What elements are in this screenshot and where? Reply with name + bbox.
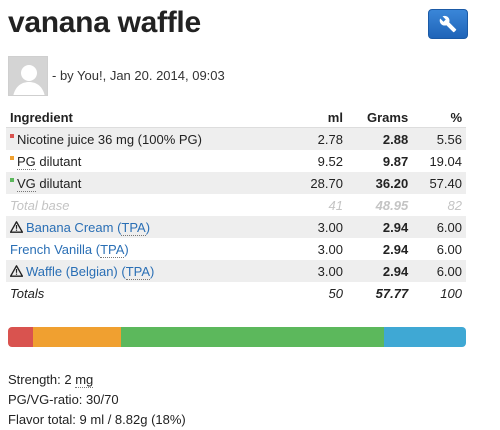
color-marker bbox=[10, 134, 14, 139]
header-ml: ml bbox=[291, 107, 347, 128]
grams-cell: 36.20 bbox=[346, 172, 413, 194]
bar-segment-pg bbox=[33, 327, 121, 347]
ml-cell: 3.00 bbox=[317, 241, 343, 257]
abbreviation: VG bbox=[17, 175, 36, 192]
color-marker bbox=[10, 178, 14, 183]
bar-segment-vg bbox=[120, 327, 384, 347]
percent-cell: 6.00 bbox=[412, 216, 466, 238]
percent-cell: 6.00 bbox=[412, 260, 466, 282]
bar-segment-nicotine bbox=[8, 327, 34, 347]
table-row: VG dilutant 28.70 36.20 57.40 bbox=[6, 172, 466, 194]
color-marker bbox=[10, 156, 14, 161]
flavor-total: Flavor total: 9 ml / 8.82g (18%) bbox=[8, 412, 186, 427]
total-base-label: Total base bbox=[10, 197, 70, 213]
ingredient-name: VG dilutant bbox=[6, 172, 292, 194]
header-ingredient: Ingredient bbox=[6, 107, 292, 128]
percent-cell: 100 bbox=[440, 285, 462, 301]
ml-cell: 3.00 bbox=[291, 260, 347, 282]
ml-cell: 9.52 bbox=[317, 153, 343, 169]
strength-line: Strength: 2 mg bbox=[8, 372, 94, 388]
ml-cell: 3.00 bbox=[291, 216, 347, 238]
percent-cell: 57.40 bbox=[412, 172, 466, 194]
header-grams: Grams bbox=[346, 107, 413, 128]
user-silhouette-icon bbox=[9, 57, 47, 95]
author-byline: - by You!, Jan 20. 2014, 09:03 bbox=[52, 68, 225, 83]
supplier-abbr[interactable]: TPA bbox=[121, 219, 146, 236]
recipe-stats: Strength: 2 mg PG/VG-ratio: 30/70 Flavor… bbox=[8, 370, 186, 430]
composition-bar bbox=[8, 327, 466, 347]
settings-button[interactable] bbox=[428, 9, 468, 39]
flavor-name: Waffle (Belgian) (TPA) bbox=[6, 260, 292, 282]
warning-icon bbox=[10, 265, 23, 277]
grams-cell: 57.77 bbox=[375, 285, 409, 301]
strength-unit: mg bbox=[75, 372, 94, 388]
totals-label: Totals bbox=[10, 285, 45, 301]
table-row: Nicotine juice 36 mg (100% PG) 2.78 2.88… bbox=[6, 127, 466, 150]
flavor-name: French Vanilla (TPA) bbox=[10, 241, 129, 258]
pg-vg-ratio: PG/VG-ratio: 30/70 bbox=[8, 392, 119, 407]
flavor-link[interactable]: Banana Cream bbox=[26, 219, 114, 235]
flavor-name: Banana Cream (TPA) bbox=[6, 216, 292, 238]
ml-cell: 50 bbox=[328, 285, 343, 301]
percent-cell: 19.04 bbox=[429, 153, 462, 169]
grams-cell: 2.94 bbox=[346, 216, 413, 238]
ml-cell: 41 bbox=[328, 197, 343, 213]
bar-segment-flavor bbox=[383, 327, 466, 347]
table-row: PG dilutant 9.52 9.87 19.04 bbox=[6, 150, 466, 172]
table-row: French Vanilla (TPA) 3.00 2.94 6.00 bbox=[6, 238, 466, 260]
percent-cell: 5.56 bbox=[412, 127, 466, 150]
percent-cell: 82 bbox=[447, 197, 462, 213]
ml-cell: 28.70 bbox=[291, 172, 347, 194]
flavor-link[interactable]: French Vanilla bbox=[10, 241, 93, 257]
ingredient-table: Ingredient ml Grams % Nicotine juice 36 … bbox=[6, 107, 466, 304]
percent-cell: 6.00 bbox=[436, 241, 462, 257]
ml-cell: 2.78 bbox=[291, 127, 347, 150]
grams-cell: 2.88 bbox=[346, 127, 413, 150]
recipe-title: vanana waffle bbox=[8, 6, 201, 39]
header-percent: % bbox=[412, 107, 466, 128]
supplier-abbr[interactable]: TPA bbox=[125, 263, 151, 280]
grams-cell: 2.94 bbox=[346, 260, 413, 282]
supplier-abbr[interactable]: TPA bbox=[100, 241, 125, 258]
totals-row: Totals 50 57.77 100 bbox=[6, 282, 466, 304]
warning-icon bbox=[10, 221, 23, 233]
total-base-row: Total base 41 48.95 82 bbox=[6, 194, 466, 216]
grams-cell: 9.87 bbox=[382, 153, 409, 169]
grams-cell: 48.95 bbox=[375, 197, 409, 213]
avatar[interactable] bbox=[8, 56, 48, 96]
table-row: Banana Cream (TPA) 3.00 2.94 6.00 bbox=[6, 216, 466, 238]
table-row: Waffle (Belgian) (TPA) 3.00 2.94 6.00 bbox=[6, 260, 466, 282]
abbreviation: PG bbox=[17, 153, 36, 170]
table-header-row: Ingredient ml Grams % bbox=[6, 107, 466, 128]
grams-cell: 2.94 bbox=[382, 241, 409, 257]
flavor-link[interactable]: Waffle (Belgian) bbox=[26, 263, 118, 279]
ingredient-name: Nicotine juice 36 mg (100% PG) bbox=[6, 127, 292, 150]
wrench-icon bbox=[439, 15, 457, 33]
ingredient-name: PG dilutant bbox=[6, 150, 291, 172]
